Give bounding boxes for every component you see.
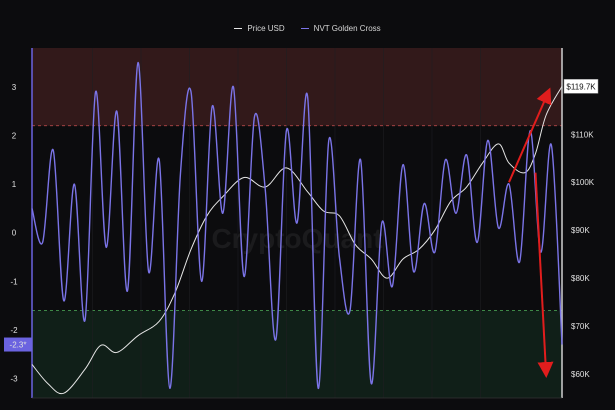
upper-zone — [32, 48, 562, 126]
legend-label-price: Price USD — [247, 24, 285, 33]
right-tick-label: $100K — [571, 178, 595, 187]
left-tick-label: -2 — [10, 326, 18, 335]
right-tick-label: $90K — [571, 226, 590, 235]
annotation-arrow-2 — [534, 172, 554, 379]
series-line-nvt-golden-cross — [31, 61, 563, 389]
legend-item-nvt[interactable]: NVT Golden Cross — [300, 24, 381, 33]
legend-label-nvt: NVT Golden Cross — [313, 24, 381, 33]
current-price-label: $119.7K — [566, 82, 596, 91]
legend-item-price[interactable]: Price USD — [234, 24, 285, 33]
current-price-badge — [563, 79, 599, 94]
series-line-price-usd — [31, 86, 563, 395]
chart-legend: Price USD NVT Golden Cross — [0, 24, 615, 33]
right-tick-label: $80K — [571, 274, 590, 283]
right-tick-label: $110K — [571, 130, 594, 139]
left-tick-label: 0 — [12, 229, 17, 238]
left-tick-label: 1 — [12, 180, 17, 189]
current-nvt-badge — [4, 337, 32, 352]
left-tick-label: -3 — [10, 375, 18, 384]
annotation-arrow-1 — [508, 87, 552, 183]
legend-swatch-nvt — [300, 27, 309, 30]
right-tick-label: $60K — [571, 370, 590, 379]
current-nvt-label: -2.3* — [10, 341, 27, 350]
left-tick-label: 2 — [12, 132, 17, 141]
legend-swatch-price — [234, 27, 243, 30]
right-tick-label: $70K — [571, 322, 590, 331]
watermark: CryptoQuant — [211, 223, 382, 254]
left-tick-label: 3 — [12, 83, 17, 92]
lower-zone — [32, 310, 562, 398]
left-tick-label: -1 — [10, 277, 18, 286]
